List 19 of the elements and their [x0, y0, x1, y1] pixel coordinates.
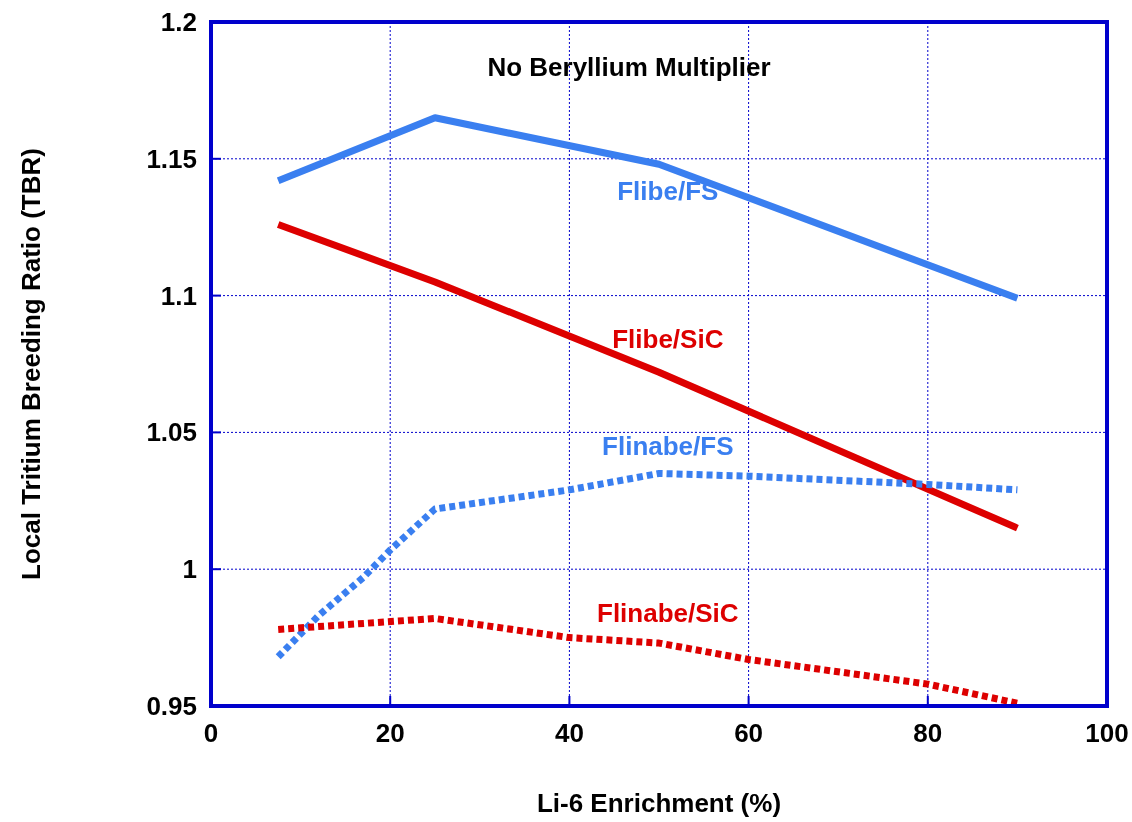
series-label: Flibe/FS: [617, 175, 719, 206]
y-tick-label: 1.05: [146, 417, 197, 448]
y-tick-label: 1.2: [160, 7, 197, 37]
x-tick-label: 100: [1085, 718, 1129, 748]
y-axis-title: Local Tritium Breeding Ratio (TBR): [16, 148, 46, 580]
x-tick-label: 0: [203, 718, 219, 748]
y-tick-label: 1: [182, 554, 197, 585]
series-label: Flinabe/FS: [602, 431, 734, 462]
x-tick-label: 20: [375, 718, 405, 748]
text: No Beryllium Multiplier: [487, 52, 771, 82]
x-tick-label: 40: [554, 718, 584, 748]
x-tick-label: 80: [913, 718, 943, 748]
series-label: Flibe/SiC: [612, 323, 724, 354]
y-tick-label: 1.1: [160, 280, 197, 311]
y-tick-label: 0.95: [146, 691, 197, 721]
x-axis-title: Li-6 Enrichment (%): [536, 788, 782, 818]
y-tick-label: 1.15: [146, 143, 197, 174]
x-tick-label: 60: [734, 718, 764, 748]
series-label: Flinabe/SiC: [597, 598, 739, 629]
